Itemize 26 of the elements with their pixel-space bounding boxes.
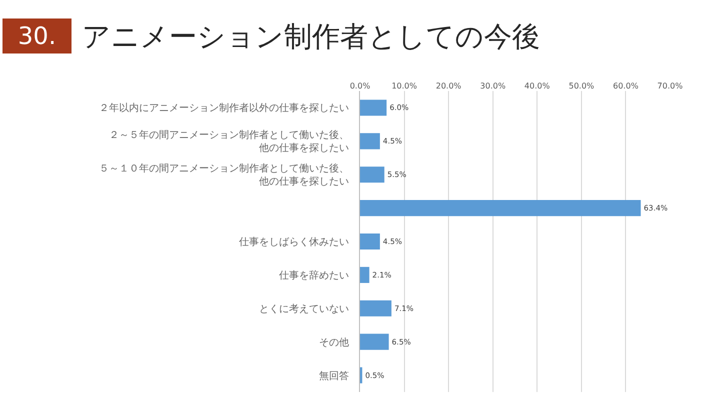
y-tick-label: その他: [319, 336, 349, 348]
x-tick-label: 0.0%: [350, 81, 371, 90]
x-tick-label: 10.0%: [392, 81, 418, 90]
bar: [360, 166, 384, 183]
x-tick-label: 20.0%: [436, 81, 462, 90]
y-tick-label: とくに考えていない: [259, 302, 349, 315]
y-tick-label: ５～１０年の間アニメーション制作者として働いた後、他の仕事を探したい: [99, 162, 349, 188]
chart-title: アニメーション制作者としての今後: [82, 20, 540, 53]
x-tick-label: 40.0%: [524, 81, 550, 90]
x-tick-label: 50.0%: [568, 81, 595, 90]
y-tick-label: 仕事をしばらく休みたい: [239, 236, 349, 248]
bar: [360, 233, 380, 250]
y-tick-label: 無回答: [319, 370, 349, 382]
text: 30.: [18, 22, 56, 50]
bar: [360, 300, 392, 316]
x-tick-label: 60.0%: [613, 81, 639, 90]
bar: [360, 133, 380, 150]
bar: [360, 334, 389, 350]
bar: [360, 200, 641, 216]
y-tick-label: 仕事を辞めたい: [279, 269, 349, 282]
x-tick-label: 30.0%: [480, 81, 506, 90]
bar: [360, 266, 370, 283]
bar: [360, 100, 387, 116]
y-tick-label: ２年以内にアニメーション制作者以外の仕事を探したい: [99, 102, 349, 114]
x-tick-label: 70.0%: [657, 81, 684, 90]
y-tick-label: ２～５年の間アニメーション制作者として働いた後、他の仕事を探したい: [109, 129, 349, 154]
